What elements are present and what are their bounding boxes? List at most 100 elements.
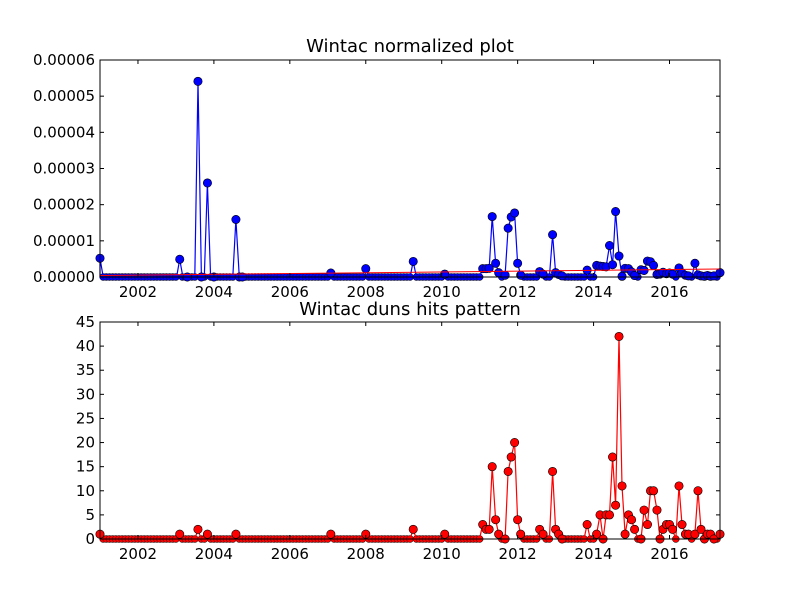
normalized-plot-data-point [513, 258, 523, 268]
duns-hits-data-point [608, 452, 618, 462]
duns-hits-data-point [674, 481, 684, 491]
duns-hits-data-point [693, 486, 703, 496]
normalized-plot-xtick-label: 2006 [271, 283, 309, 301]
normalized-plot-ytick-label: 0.00006 [33, 51, 95, 69]
normalized-plot-data-point [548, 230, 558, 240]
normalized-plot-trend-line [99, 268, 721, 277]
duns-hits-xtick-label: 2012 [499, 545, 537, 563]
duns-hits-data-point [503, 466, 513, 476]
normalized-plot-data-point [683, 271, 693, 281]
duns-hits-data-point [491, 515, 501, 525]
normalized-plot-xtick-label: 2016 [650, 283, 688, 301]
normalized-plot-ytick-label: 0.00002 [33, 196, 95, 214]
duns-hits-data-point [487, 462, 497, 472]
duns-hits-data-point [630, 524, 640, 534]
duns-hits-ytick-label: 10 [76, 482, 95, 500]
normalized-plot-data-point [500, 270, 510, 280]
duns-hits-data-point [510, 438, 520, 448]
normalized-plot-data-point [557, 271, 567, 281]
duns-hits-data-point [326, 529, 336, 539]
normalized-plot-title: Wintac normalized plot [306, 36, 514, 57]
normalized-plot-data-point [630, 271, 640, 281]
duns-hits-data-point [494, 529, 504, 539]
duns-hits-data-point [642, 520, 652, 530]
duns-hits-xtick-label: 2004 [195, 545, 233, 563]
normalized-plot-ytick-label: 0.00004 [33, 123, 95, 141]
duns-hits-data-point [440, 529, 450, 539]
normalized-plot-data-point [690, 258, 700, 268]
duns-hits-ytick-label: 20 [76, 434, 95, 452]
normalized-plot-data-point [487, 212, 497, 222]
duns-hits-data-point [506, 452, 516, 462]
normalized-plot-xtick-label: 2012 [499, 283, 537, 301]
normalized-plot-data-point [408, 256, 418, 266]
duns-hits-data-point [677, 520, 687, 530]
normalized-plot-data-point [202, 178, 212, 188]
duns-hits-data-point [652, 505, 662, 515]
normalized-plot-data-point [231, 214, 241, 224]
normalized-plot-data-point [538, 269, 548, 279]
duns-hits-xtick-label: 2006 [271, 545, 309, 563]
duns-hits-panel: Wintac duns hits pattern 2002 2004 2006 200… [76, 299, 725, 563]
duns-hits-data-point [582, 520, 592, 530]
duns-hits-data-point [592, 529, 602, 539]
duns-hits-data-point [175, 529, 185, 539]
duns-hits-xtick-label: 2014 [574, 545, 612, 563]
duns-hits-data-point [202, 529, 212, 539]
normalized-plot-frame [99, 59, 721, 278]
duns-hits-data-point [231, 529, 241, 539]
normalized-plot-data-point [614, 251, 624, 261]
duns-hits-data-point [538, 529, 548, 539]
duns-hits-data-point [484, 524, 494, 534]
duns-hits-frame [99, 321, 721, 540]
duns-hits-ytick-label: 45 [76, 313, 95, 331]
normalized-plot-data-point [510, 208, 520, 218]
normalized-plot-data-point [175, 254, 185, 264]
duns-hits-title: Wintac duns hits pattern [299, 299, 521, 320]
normalized-plot-ytick-label: 0.00003 [33, 160, 95, 178]
normalized-plot-xtick-label: 2014 [574, 283, 612, 301]
duns-hits-data-point [513, 515, 523, 525]
normalized-plot-data-point [605, 241, 615, 251]
normalized-plot-data-point [484, 263, 494, 273]
duns-hits-data-point [639, 505, 649, 515]
duns-hits-xtick-label: 2002 [119, 545, 157, 563]
normalized-plot-xtick-label: 2002 [119, 283, 157, 301]
normalized-plot-data-point [503, 223, 513, 233]
duns-hits-ytick-label: 15 [76, 458, 95, 476]
duns-hits-data-point [193, 524, 203, 534]
duns-hits-xtick-label: 2008 [347, 545, 385, 563]
duns-hits-xtick-label: 2016 [650, 545, 688, 563]
duns-hits-data-point [605, 510, 615, 520]
duns-hits-data-point [690, 529, 700, 539]
duns-hits-ticks: 2002 2004 2006 2008 2010 2012 2014 2016 0 5 10 15 20… [76, 313, 720, 563]
normalized-plot-xtick-label: 2010 [423, 283, 461, 301]
duns-hits-ytick-label: 40 [76, 337, 95, 355]
duns-hits-ytick-label: 30 [76, 385, 95, 403]
duns-hits-data-point [649, 486, 659, 496]
normalized-plot-data-point [608, 260, 618, 270]
duns-hits-ytick-label: 5 [85, 506, 95, 524]
normalized-plot-ytick-label: 0.00005 [33, 87, 95, 105]
normalized-plot-ticks: 2002 2004 2006 2008 2010 2012 2014 2016 0.00000 0… [33, 51, 720, 301]
duns-hits-data-point [548, 466, 558, 476]
normalized-plot-data-point [611, 207, 621, 217]
normalized-plot-xtick-label: 2008 [347, 283, 385, 301]
duns-hits-data-point [617, 481, 627, 491]
normalized-plot-data-point [193, 76, 203, 86]
duns-hits-ytick-label: 0 [85, 530, 95, 548]
normalized-plot-data-point [617, 271, 627, 281]
duns-hits-data-point [408, 524, 418, 534]
normalized-plot-data-point [639, 265, 649, 275]
normalized-plot-panel: Wintac normalized plot 2002 2004 2006 2008 2… [33, 36, 725, 301]
normalized-plot-data-point [361, 264, 371, 274]
duns-hits-data-point [668, 524, 678, 534]
duns-hits-data-point [627, 515, 637, 525]
duns-hits-ytick-label: 25 [76, 409, 95, 427]
duns-hits-data-point [611, 500, 621, 510]
duns-hits-ytick-label: 35 [76, 361, 95, 379]
duns-hits-xtick-label: 2010 [423, 545, 461, 563]
normalized-plot-data-point [649, 260, 659, 270]
normalized-plot-xtick-label: 2004 [195, 283, 233, 301]
